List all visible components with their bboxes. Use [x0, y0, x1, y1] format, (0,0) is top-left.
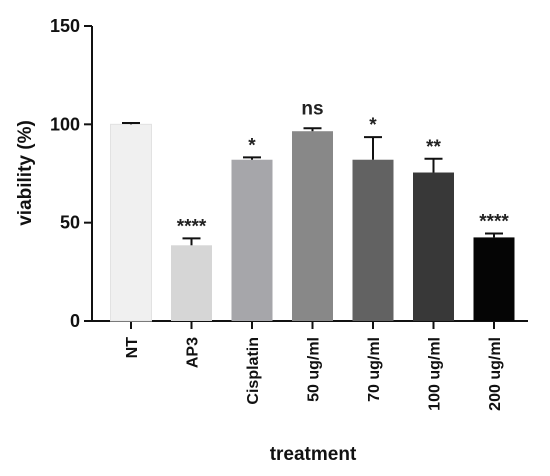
- bars: [110, 121, 515, 322]
- y-axis-title: viability (%): [15, 120, 36, 226]
- x-axis-title: treatment: [270, 444, 357, 465]
- y-tick-label: 150: [50, 16, 80, 36]
- significance-labels: *****ns*******: [177, 98, 510, 237]
- x-tick-label: AP3: [185, 337, 202, 368]
- bar: [473, 237, 515, 321]
- y-tick-label: 0: [70, 311, 80, 331]
- x-tick-label: NT: [124, 337, 141, 359]
- x-tick-label: Cisplatin: [245, 337, 262, 405]
- bar: [292, 131, 333, 321]
- significance-label: *: [369, 115, 377, 136]
- bar: [352, 159, 394, 321]
- significance-label: *: [248, 135, 256, 156]
- bar: [413, 172, 454, 321]
- significance-label: ****: [177, 216, 207, 237]
- y-axis: 0 50 100 150: [50, 16, 93, 331]
- category-labels: NT AP3 Cisplatin 50 ug/ml 70 ug/ml 100 ug/ml 2…: [124, 337, 504, 411]
- significance-label: ****: [479, 211, 509, 232]
- x-tick-label: 50 ug/ml: [306, 337, 323, 402]
- bar: [171, 245, 212, 321]
- x-tick-label: 100 ug/ml: [427, 337, 444, 411]
- x-tick-label: 200 ug/ml: [487, 337, 504, 411]
- x-tick-label: 70 ug/ml: [366, 337, 383, 402]
- bar: [231, 159, 273, 321]
- y-tick-label: 100: [50, 114, 80, 134]
- bar: [110, 123, 152, 322]
- significance-label: ns: [301, 98, 323, 119]
- significance-label: **: [426, 137, 441, 158]
- x-axis: [91, 320, 528, 329]
- y-tick-label: 50: [60, 213, 80, 233]
